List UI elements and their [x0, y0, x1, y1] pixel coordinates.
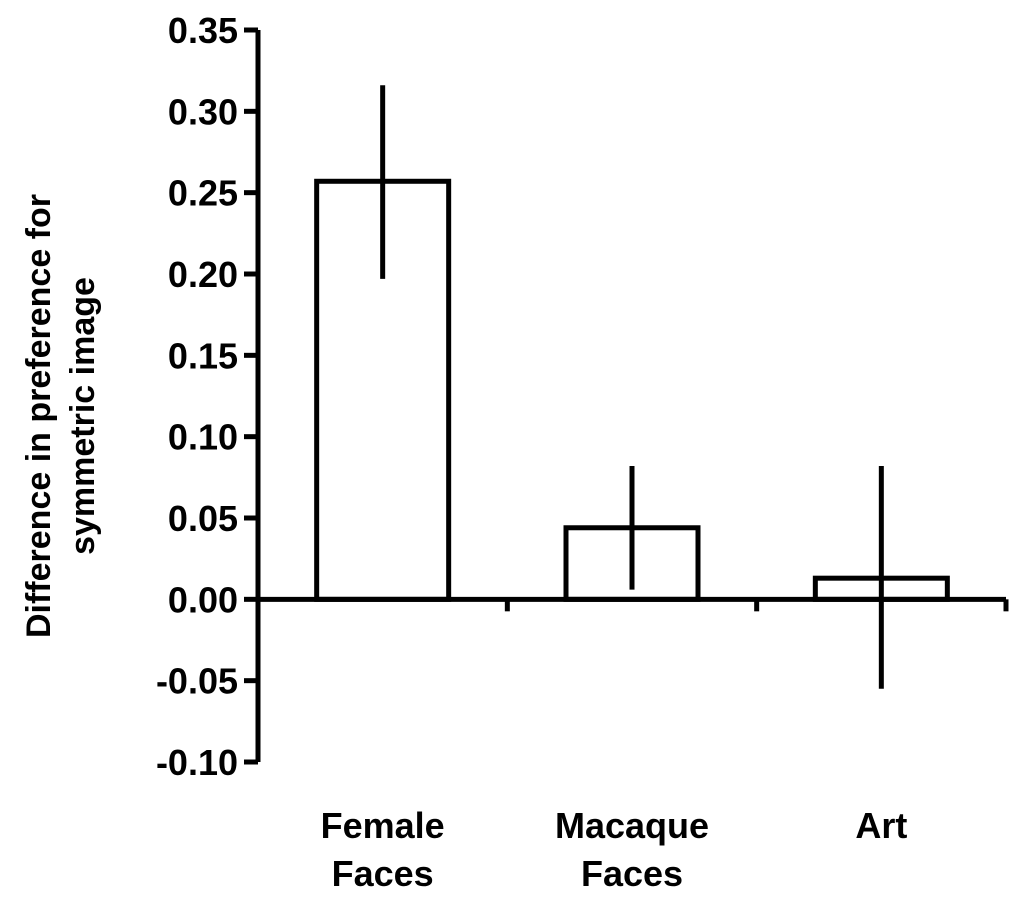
y-tick-label: 0.00 — [168, 579, 238, 620]
y-axis-title: Difference in preference for symmetric im… — [20, 194, 102, 638]
category-label: Macaque Faces — [555, 805, 709, 894]
x-axis — [258, 596, 1009, 612]
error-bars — [380, 85, 884, 689]
category-label: Art — [855, 805, 907, 846]
y-tick-label: 0.25 — [168, 173, 238, 214]
y-tick-label: 0.15 — [168, 335, 238, 376]
y-tick-label: 0.20 — [168, 254, 238, 295]
y-tick-label: -0.05 — [156, 661, 238, 702]
y-axis-title-text: Difference in preference for symmetric im… — [20, 194, 102, 638]
y-tick-label: 0.05 — [168, 498, 238, 539]
y-tick-label: 0.10 — [168, 417, 238, 458]
y-tick-label: 0.35 — [168, 10, 238, 51]
category-labels: Female Faces Macaque Faces Art — [321, 805, 908, 894]
y-tick-label: 0.30 — [168, 91, 238, 132]
y-axis: 0.35 0.30 0.25 0.20 0.15 0.10 0.05 0.00 -0.05 -0.… — [156, 10, 261, 783]
category-label: Female Faces — [321, 805, 445, 894]
y-tick-label: -0.10 — [156, 742, 238, 783]
